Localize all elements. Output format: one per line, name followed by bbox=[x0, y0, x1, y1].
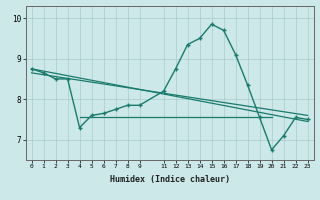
X-axis label: Humidex (Indice chaleur): Humidex (Indice chaleur) bbox=[109, 175, 230, 184]
